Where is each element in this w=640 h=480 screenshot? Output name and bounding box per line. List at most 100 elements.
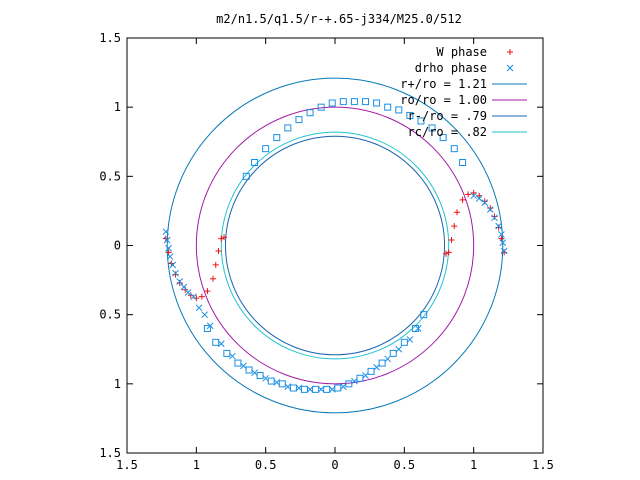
point-square-2-8 [328,99,336,107]
point-plus-0-8 [198,293,205,300]
point-square-2-0 [242,172,250,180]
point-plus-0-23 [465,191,472,198]
legend-label-1: drho phase [415,61,487,75]
legend-label-5: rc/ro = .82 [408,125,487,139]
y-tick-label-0: 1.5 [99,31,121,45]
point-cross-1-15 [240,362,247,370]
point-plus-0-12 [215,248,222,255]
point-cross-1-39 [475,195,483,202]
point-square-2-14 [395,106,403,114]
point-square-2-29 [289,384,297,392]
point-plus-0-14 [221,234,228,241]
y-tick-label-5: 1 [114,377,121,391]
point-cross-1-38 [481,199,489,206]
reference-circle-2 [224,135,446,356]
point-cross-1-32 [500,247,508,255]
point-square-2-7 [317,103,325,111]
point-square-2-15 [406,111,414,119]
point-cross-1-19 [284,383,292,390]
y-tick-label-3: 0 [114,239,121,253]
point-cross-1-3 [166,253,174,260]
point-square-2-21 [203,325,211,332]
point-square-2-34 [345,380,353,388]
point-cross-1-36 [491,214,498,222]
point-square-2-11 [362,98,370,106]
point-cross-1-25 [351,377,358,385]
point-cross-1-35 [495,222,502,230]
point-plus-0-9 [204,288,211,295]
point-square-2-41 [420,311,428,319]
legend-label-0: W phase [436,45,487,59]
point-square-2-31 [312,385,320,393]
point-square-2-23 [223,349,231,357]
point-plus-0-22 [470,189,477,196]
legend-label-3: ro/ro = 1.00 [400,93,487,107]
point-square-2-36 [367,367,375,375]
point-square-2-16 [417,117,425,125]
point-square-2-24 [234,359,242,367]
axis-ticks: 1.5 1 0.5 0 0.5 1 1.51.510.500.511.5 [99,31,554,472]
point-square-2-35 [356,374,364,382]
legend-label-4: r-/ro = .79 [408,109,487,123]
point-plus-0-25 [454,209,461,216]
point-plus-0-11 [212,261,219,268]
point-square-2-12 [373,99,381,107]
x-tick-label-2: 0.5 [255,458,277,472]
point-cross-1-13 [217,340,225,348]
legend-symbol-1 [506,64,514,72]
x-tick-label-1: 1 [193,458,200,472]
point-plus-0-3 [172,271,179,278]
point-square-2-28 [278,380,286,388]
point-plus-0-26 [451,223,458,230]
point-cross-1-9 [190,293,197,301]
legend-label-2: r+/ro = 1.21 [400,77,487,91]
point-plus-0-16 [498,235,505,242]
point-cross-1-26 [362,372,369,379]
reference-circle-0 [166,77,504,414]
point-plus-0-19 [487,205,494,212]
reference-circle-3 [220,131,450,360]
point-plus-0-18 [491,213,498,220]
point-cross-1-22 [317,386,325,393]
reference-circle-1 [195,106,475,385]
point-plus-0-10 [209,275,216,282]
point-cross-1-29 [395,345,403,353]
point-plus-0-27 [448,236,455,243]
point-square-2-33 [334,384,342,392]
x-tick-label-5: 1 [470,458,477,472]
point-cross-1-21 [306,386,314,393]
x-tick-label-6: 1.5 [532,458,554,472]
point-plus-0-20 [481,198,488,205]
x-tick-label-0: 1.5 [116,458,138,472]
y-tick-label-4: 0.5 [99,308,121,322]
point-square-2-9 [339,98,347,106]
point-cross-1-8 [184,289,192,296]
point-square-2-3 [273,134,281,142]
point-cross-1-40 [470,192,478,200]
point-square-2-5 [295,116,303,124]
reference-circles [166,77,504,414]
point-cross-1-11 [201,311,209,319]
y-tick-label-6: 1.5 [99,446,121,460]
point-square-2-17 [428,124,436,132]
point-cross-1-16 [251,369,258,377]
point-square-2-22 [212,338,220,346]
point-plus-0-17 [495,224,502,231]
point-square-2-6 [306,109,314,117]
point-cross-1-20 [295,384,303,392]
point-cross-1-23 [328,386,336,393]
point-cross-1-6 [176,278,184,285]
point-cross-1-27 [373,363,380,371]
point-cross-1-10 [195,304,203,312]
point-plus-0-13 [218,235,225,242]
point-cross-1-7 [180,283,188,291]
point-square-2-1 [251,159,259,166]
legend: W phase drho phase r+/ro = 1.21 ro/ro = 1.0… [400,45,527,139]
y-tick-label-1: 1 [114,100,121,114]
point-square-2-39 [400,338,408,346]
point-plus-0-21 [476,192,483,199]
point-cross-1-24 [339,383,347,390]
point-square-2-2 [262,145,270,153]
point-cross-1-18 [273,379,281,386]
point-plus-0-28 [445,249,452,256]
